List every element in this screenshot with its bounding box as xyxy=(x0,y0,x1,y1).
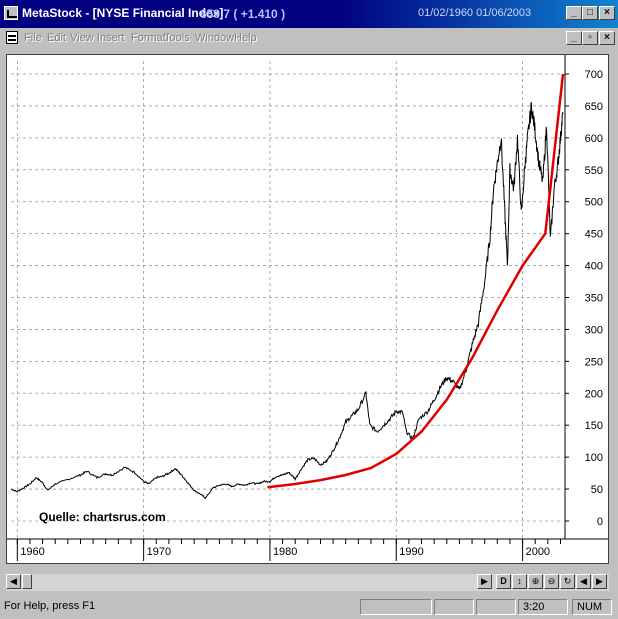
y-tick-label: 550 xyxy=(585,165,603,177)
status-bar: For Help, press F1 3:20 NUM xyxy=(0,596,618,619)
x-tick-label: 1980 xyxy=(273,546,297,558)
title-bar: MetaStock - [NYSE Financial Index] 659.7… xyxy=(0,0,618,28)
window-title: MetaStock - [NYSE Financial Index] xyxy=(22,6,224,20)
close-button[interactable]: × xyxy=(599,6,615,20)
menu-view[interactable]: View xyxy=(70,32,94,44)
x-tick-label: 1960 xyxy=(20,546,44,558)
metastock-app-icon[interactable] xyxy=(4,6,18,20)
y-tick-label: 50 xyxy=(591,484,603,496)
arrow-button[interactable]: ↕ xyxy=(512,574,527,589)
menu-tools[interactable]: Tools xyxy=(164,32,190,44)
menu-insert[interactable]: Insert xyxy=(97,32,125,44)
x-tick-label: 1990 xyxy=(399,546,423,558)
y-tick-label: 300 xyxy=(585,324,603,336)
y-tick-label: 200 xyxy=(585,388,603,400)
x-tick-label: 1970 xyxy=(147,546,171,558)
horizontal-scrollbar[interactable]: ◀ ▶ D ↕ ⊕ ⊖ ↻ ◀ ▶ xyxy=(6,574,609,591)
trend-curve-line xyxy=(267,73,565,489)
date-button[interactable]: D xyxy=(496,574,511,589)
doc-restore-button[interactable]: ▫ xyxy=(582,31,598,45)
menu-bar: File Edit View Insert Format Tools Windo… xyxy=(0,28,618,48)
zoom-out-icon[interactable]: ⊖ xyxy=(544,574,559,589)
date-range: 01/02/1960 01/06/2003 xyxy=(418,7,532,19)
scroll-right-icon[interactable]: ▶ xyxy=(477,574,492,589)
y-tick-label: 700 xyxy=(585,69,603,81)
price-series-line xyxy=(10,101,564,500)
y-tick-label: 100 xyxy=(585,452,603,464)
status-num: NUM xyxy=(572,599,612,615)
status-help-text: For Help, press F1 xyxy=(4,600,96,612)
doc-minimize-button[interactable]: _ xyxy=(566,31,582,45)
price-chart[interactable]: 0 50 100 150 200 250 300 350 400 450 500 550 600 650 7… xyxy=(7,55,608,563)
zoom-in-icon[interactable]: ⊕ xyxy=(528,574,543,589)
page-left-icon[interactable]: ◀ xyxy=(576,574,591,589)
menu-help[interactable]: Help xyxy=(234,32,257,44)
y-tick-label: 400 xyxy=(585,261,603,273)
status-cell-1 xyxy=(360,599,432,615)
status-cell-2 xyxy=(434,599,474,615)
status-cell-3 xyxy=(476,599,516,615)
document-icon[interactable] xyxy=(6,31,18,44)
y-tick-label: 0 xyxy=(597,516,603,528)
source-label: Quelle: chartsrus.com xyxy=(39,510,166,524)
quote-readout: 659.7 ( +1.410 ) xyxy=(200,7,286,21)
menu-format[interactable]: Format xyxy=(131,32,166,44)
doc-close-button[interactable]: × xyxy=(599,31,615,45)
y-tick-label: 650 xyxy=(585,101,603,113)
y-tick-label: 150 xyxy=(585,420,603,432)
menu-window[interactable]: Window xyxy=(195,32,235,44)
minimize-button[interactable]: _ xyxy=(566,6,582,20)
y-tick-label: 500 xyxy=(585,197,603,209)
scroll-left-icon[interactable]: ◀ xyxy=(6,574,21,589)
page-right-icon[interactable]: ▶ xyxy=(592,574,607,589)
refresh-icon[interactable]: ↻ xyxy=(560,574,575,589)
menu-edit[interactable]: Edit xyxy=(47,32,66,44)
chart-window[interactable]: 0 50 100 150 200 250 300 350 400 450 500 550 600 650 7… xyxy=(6,54,609,564)
y-tick-label: 600 xyxy=(585,133,603,145)
y-tick-label: 450 xyxy=(585,229,603,241)
scroll-thumb[interactable] xyxy=(22,574,32,589)
y-tick-label: 250 xyxy=(585,356,603,368)
x-tick-label: 2000 xyxy=(526,546,550,558)
maximize-button[interactable]: □ xyxy=(582,6,598,20)
menu-file[interactable]: File xyxy=(24,32,42,44)
status-time: 3:20 xyxy=(518,599,568,615)
y-tick-label: 350 xyxy=(585,293,603,305)
